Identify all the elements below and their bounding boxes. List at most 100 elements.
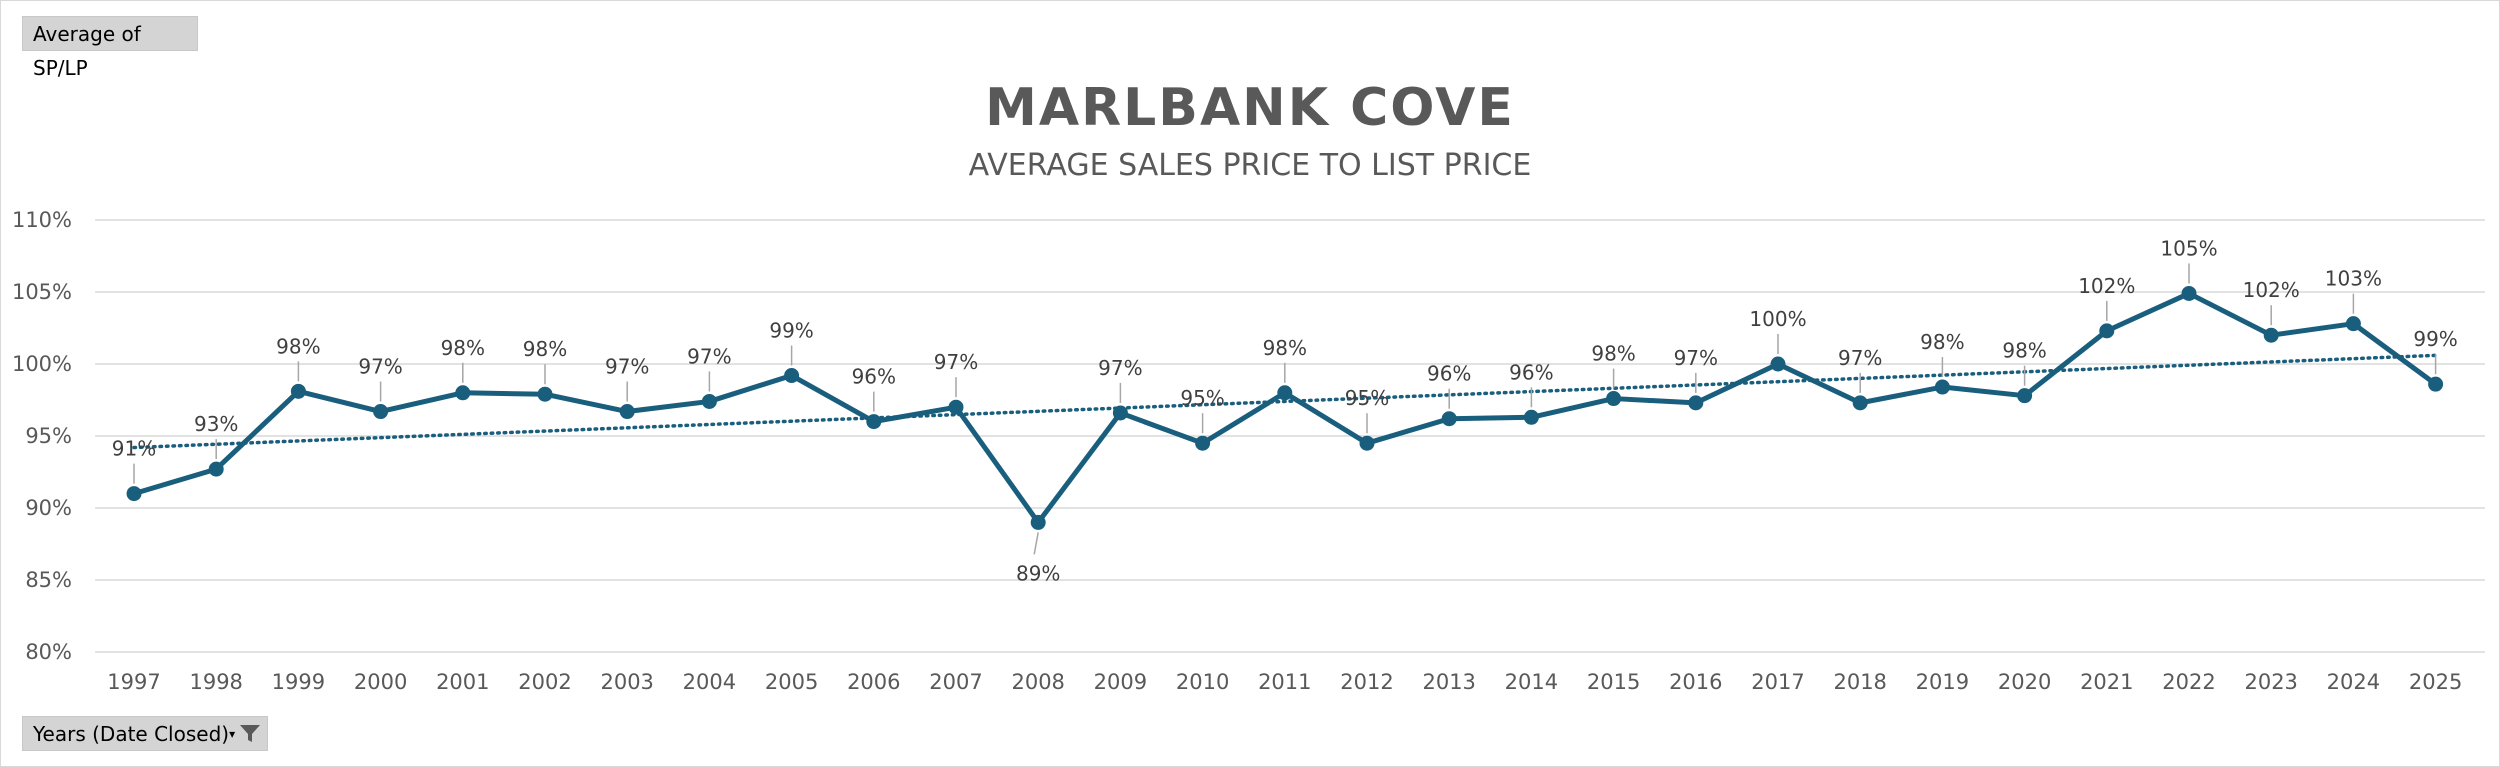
data-point: [290, 383, 306, 399]
x-tick-label: 2013: [1422, 670, 1475, 694]
y-tick-label: 80%: [25, 640, 72, 664]
data-label: 98%: [1920, 330, 1964, 354]
data-label: 98%: [276, 334, 320, 358]
data-label: 93%: [194, 412, 238, 436]
x-tick-label: 2007: [929, 670, 982, 694]
x-tick-label: 2009: [1094, 670, 1147, 694]
data-label: 96%: [1509, 360, 1553, 384]
data-point: [784, 368, 800, 384]
axis-field-button[interactable]: Years (Date Closed) ▾: [22, 716, 268, 751]
data-point: [373, 404, 389, 420]
data-label: 98%: [523, 337, 567, 361]
data-point: [537, 386, 553, 402]
data-point: [701, 393, 717, 409]
data-label: 97%: [1098, 356, 1142, 380]
x-tick-label: 2022: [2162, 670, 2215, 694]
data-label: 96%: [852, 365, 896, 389]
data-point: [1688, 395, 1704, 411]
data-point: [1112, 405, 1128, 421]
data-point: [1277, 385, 1293, 401]
x-tick-label: 2002: [518, 670, 571, 694]
data-label: 91%: [112, 437, 156, 461]
filter-icon[interactable]: [239, 722, 261, 746]
data-point: [2099, 323, 2115, 339]
data-label: 99%: [2413, 327, 2457, 351]
data-point: [2017, 388, 2033, 404]
x-tick-label: 2012: [1340, 670, 1393, 694]
data-label: 89%: [1016, 561, 1060, 585]
data-point: [1195, 435, 1211, 451]
x-tick-label: 2016: [1669, 670, 1722, 694]
dropdown-arrow-icon: ▾: [229, 726, 236, 741]
data-point: [1030, 514, 1046, 530]
data-label: 100%: [1749, 307, 1806, 331]
data-point: [1523, 409, 1539, 425]
chart-title: MARLBANK COVE: [985, 78, 1515, 138]
y-tick-label: 110%: [12, 208, 72, 232]
data-label: 97%: [1838, 346, 1882, 370]
y-tick-label: 85%: [25, 568, 72, 592]
data-label: 98%: [2002, 339, 2046, 363]
value-field-label: Average of SP/LP: [33, 22, 141, 80]
x-tick-label: 2017: [1751, 670, 1804, 694]
data-label: 105%: [2160, 236, 2217, 260]
data-label: 98%: [1263, 336, 1307, 360]
x-tick-label: 2015: [1587, 670, 1640, 694]
y-tick-label: 100%: [12, 352, 72, 376]
x-tick-label: 2010: [1176, 670, 1229, 694]
chart-subtitle: AVERAGE SALES PRICE TO LIST PRICE: [968, 148, 1532, 183]
data-point: [948, 399, 964, 415]
data-label: 99%: [769, 319, 813, 343]
data-point: [126, 486, 142, 502]
x-tick-label: 2011: [1258, 670, 1311, 694]
data-label: 97%: [934, 350, 978, 374]
data-label: 98%: [1591, 342, 1635, 366]
data-label: 102%: [2078, 274, 2135, 298]
data-point: [2428, 376, 2444, 392]
data-point: [1359, 435, 1375, 451]
x-tick-label: 2003: [600, 670, 653, 694]
y-tick-label: 90%: [25, 496, 72, 520]
data-point: [1852, 395, 1868, 411]
data-point: [455, 385, 471, 401]
x-tick-label: 2001: [436, 670, 489, 694]
x-tick-label: 2023: [2244, 670, 2297, 694]
x-tick-label: 1999: [272, 670, 325, 694]
x-tick-label: 1997: [107, 670, 160, 694]
data-point: [208, 461, 224, 477]
x-tick-label: 2019: [1916, 670, 1969, 694]
data-point: [866, 414, 882, 430]
x-tick-label: 2004: [683, 670, 736, 694]
data-label: 95%: [1345, 386, 1389, 410]
x-tick-label: 2008: [1011, 670, 1064, 694]
data-label: 97%: [605, 355, 649, 379]
data-point: [2263, 327, 2279, 343]
x-tick-label: 2005: [765, 670, 818, 694]
data-point: [1934, 379, 1950, 395]
data-label: 97%: [1674, 346, 1718, 370]
x-tick-label: 2000: [354, 670, 407, 694]
value-field-button[interactable]: Average of SP/LP: [22, 16, 198, 80]
series-line: [133, 290, 2438, 525]
leader-line: [1033, 532, 1039, 555]
data-point: [2181, 285, 2197, 301]
x-tick-label: 2025: [2409, 670, 2462, 694]
x-tick-label: 1998: [189, 670, 242, 694]
data-point: [619, 404, 635, 420]
data-label: 103%: [2325, 267, 2382, 291]
x-tick-label: 2024: [2327, 670, 2380, 694]
data-label: 97%: [358, 355, 402, 379]
data-label: 95%: [1180, 386, 1224, 410]
data-label: 97%: [687, 344, 731, 368]
x-tick-label: 2014: [1505, 670, 1558, 694]
data-point: [1606, 391, 1622, 407]
data-label: 102%: [2243, 278, 2300, 302]
data-point: [2345, 316, 2361, 332]
data-label: 98%: [441, 336, 485, 360]
axis-field-label: Years (Date Closed): [33, 721, 230, 746]
trendline: [132, 353, 2438, 450]
data-point: [1441, 411, 1457, 427]
x-tick-label: 2018: [1833, 670, 1886, 694]
x-tick-label: 2006: [847, 670, 900, 694]
